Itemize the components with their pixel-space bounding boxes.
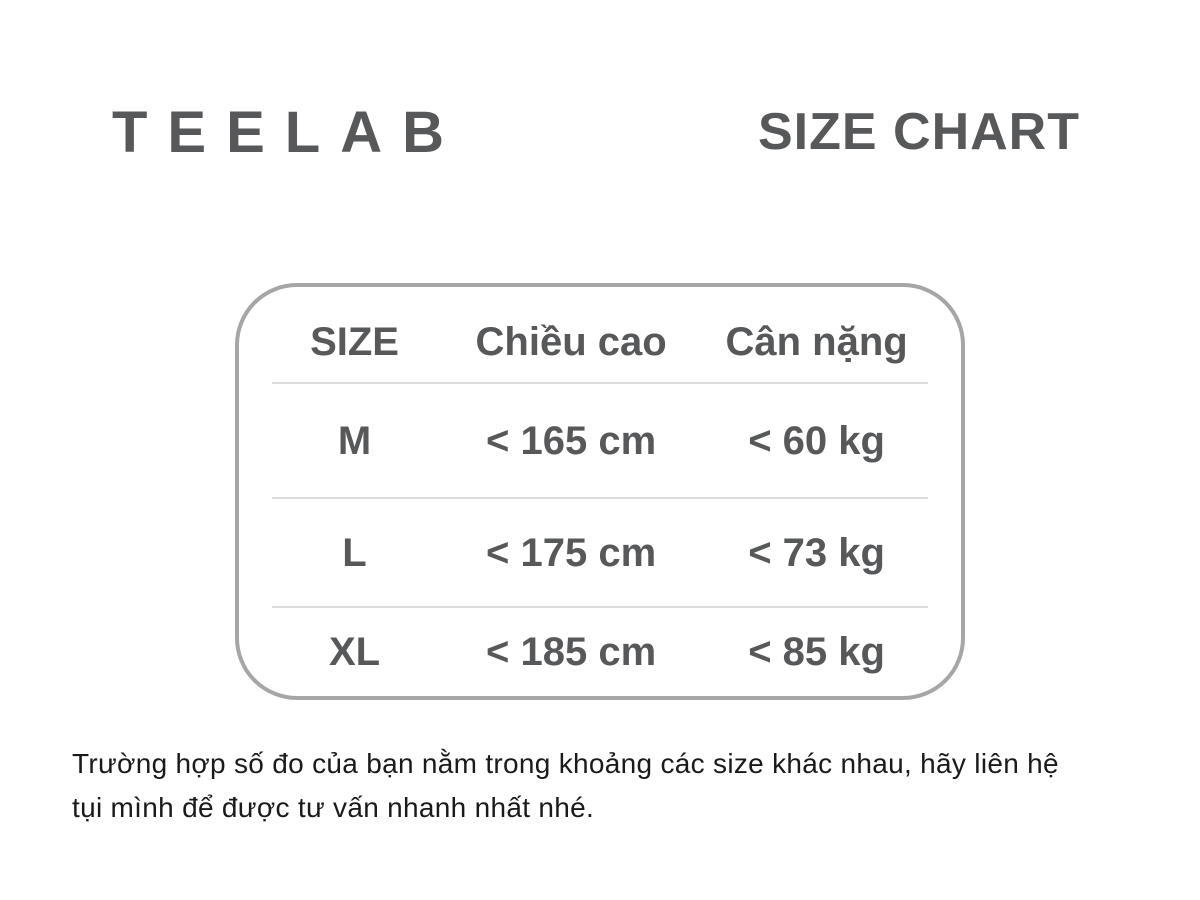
table-row: XL < 185 cm < 85 kg [239,608,961,696]
height-cell: < 175 cm [486,530,657,575]
row-divider [272,606,928,608]
table-row: M < 165 cm < 60 kg [239,384,961,497]
brand-logo-teelab: TEELAB [112,100,464,165]
height-cell: < 165 cm [486,418,657,463]
column-header-weight: Cân nặng [725,319,908,364]
column-header-size: SIZE [310,319,399,364]
table-header-row: SIZE Chiều cao Cân nặng [239,287,961,382]
weight-cell: < 85 kg [748,630,885,674]
page-title-size-chart: SIZE CHART [758,103,1080,161]
height-cell: < 185 cm [486,630,657,674]
row-divider [272,382,928,384]
weight-cell: < 60 kg [748,418,885,463]
row-divider [272,497,928,499]
size-cell: L [342,530,367,575]
table-body: M < 165 cm < 60 kg L < 175 cm < 73 kg XL… [239,382,961,696]
table-row: L < 175 cm < 73 kg [239,499,961,606]
size-cell: XL [328,630,381,674]
size-chart-table: SIZE Chiều cao Cân nặng M < 165 cm < 60 … [235,283,965,700]
footer-note: Trường hợp số đo của bạn nằm trong khoản… [72,748,1059,823]
weight-cell: < 73 kg [748,530,885,575]
size-cell: M [337,418,372,463]
column-header-height: Chiều cao [475,319,667,364]
